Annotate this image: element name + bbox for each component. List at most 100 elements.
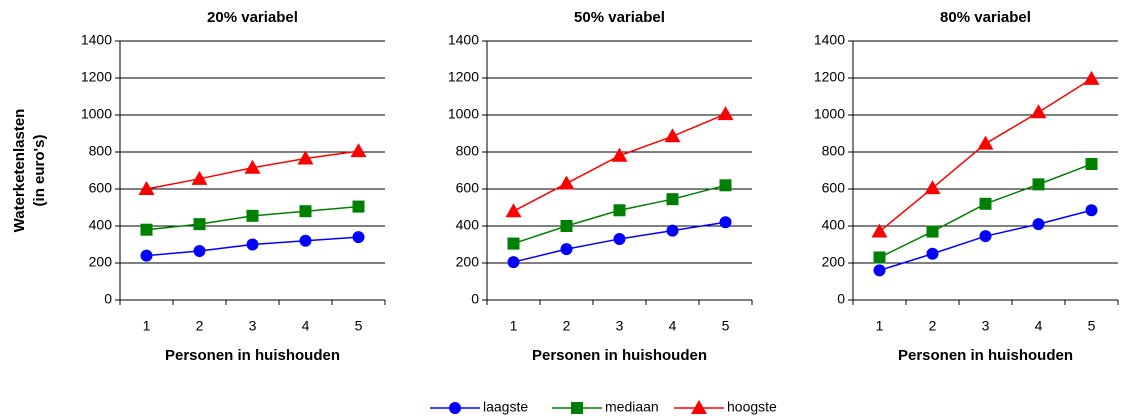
- x-tick-label: 3: [982, 318, 990, 334]
- data-point: [666, 193, 679, 206]
- legend-marker: [571, 402, 583, 414]
- y-axis-label: (in euro's): [31, 135, 48, 207]
- x-tick-label: 1: [876, 318, 884, 334]
- x-axis-label: Personen in huishouden: [898, 347, 1073, 364]
- data-point: [926, 247, 939, 260]
- data-point: [140, 249, 153, 262]
- data-point: [613, 232, 626, 245]
- y-tick-label: 1000: [814, 106, 845, 122]
- x-axis-label: Personen in huishouden: [165, 347, 340, 364]
- x-tick-label: 4: [669, 318, 677, 334]
- legend-marker: [449, 402, 461, 414]
- x-tick-label: 5: [1088, 318, 1096, 334]
- data-point: [873, 264, 886, 277]
- data-point: [352, 200, 365, 213]
- data-point: [979, 197, 992, 210]
- legend-label: laagste: [483, 399, 528, 415]
- data-point: [1085, 158, 1098, 171]
- data-point: [244, 159, 261, 174]
- y-tick-label: 0: [104, 291, 112, 307]
- data-point: [1085, 204, 1098, 217]
- data-point: [719, 179, 732, 192]
- data-point: [666, 224, 679, 237]
- y-tick-label: 1400: [81, 32, 112, 48]
- data-point: [140, 223, 153, 236]
- y-tick-label: 600: [822, 180, 846, 196]
- data-point: [717, 106, 734, 121]
- y-tick-label: 400: [456, 217, 480, 233]
- x-tick-label: 4: [302, 318, 310, 334]
- x-tick-label: 5: [355, 318, 363, 334]
- data-point: [979, 230, 992, 243]
- data-point: [193, 244, 206, 257]
- chart-title: 20% variabel: [207, 9, 298, 26]
- y-tick-label: 600: [456, 180, 480, 196]
- chart-title: 80% variabel: [940, 9, 1031, 26]
- y-tick-label: 0: [471, 291, 479, 307]
- series-line: [513, 113, 726, 212]
- x-tick-label: 2: [196, 318, 204, 334]
- y-tick-label: 1200: [448, 69, 479, 85]
- data-point: [613, 204, 626, 217]
- data-point: [1032, 218, 1045, 231]
- y-tick-label: 1400: [448, 32, 479, 48]
- y-tick-label: 800: [456, 143, 480, 159]
- data-point: [138, 181, 155, 195]
- x-tick-label: 2: [563, 318, 571, 334]
- y-tick-label: 1200: [81, 69, 112, 85]
- legend-label: hoogste: [727, 399, 777, 415]
- data-point: [191, 170, 208, 185]
- legend-marker: [691, 400, 707, 414]
- data-point: [560, 220, 573, 232]
- y-tick-label: 200: [822, 254, 846, 270]
- data-point: [297, 150, 314, 165]
- data-point: [873, 251, 886, 264]
- data-point: [299, 234, 312, 247]
- data-point: [350, 143, 367, 158]
- y-tick-label: 200: [456, 254, 480, 270]
- y-tick-label: 0: [837, 291, 845, 307]
- data-point: [924, 180, 941, 195]
- data-point: [664, 128, 681, 143]
- y-tick-label: 800: [89, 143, 113, 159]
- y-tick-label: 400: [822, 217, 846, 233]
- y-tick-label: 1200: [814, 69, 845, 85]
- x-tick-label: 5: [722, 318, 730, 334]
- data-point: [871, 223, 888, 238]
- x-tick-label: 2: [929, 318, 937, 334]
- x-tick-label: 3: [249, 318, 257, 334]
- x-tick-label: 1: [143, 318, 151, 334]
- y-axis-label: Waterketenlasten: [11, 109, 28, 233]
- x-tick-label: 4: [1035, 318, 1043, 334]
- y-tick-label: 1000: [448, 106, 479, 122]
- legend-label: mediaan: [605, 399, 659, 415]
- y-tick-label: 1400: [814, 32, 845, 48]
- y-tick-label: 800: [822, 143, 846, 159]
- data-point: [352, 231, 365, 244]
- chart-title: 50% variabel: [574, 9, 665, 26]
- data-point: [719, 216, 732, 229]
- data-point: [558, 175, 575, 190]
- series-line: [879, 163, 1092, 259]
- x-tick-label: 1: [510, 318, 518, 334]
- y-tick-label: 1000: [81, 106, 112, 122]
- data-point: [1083, 70, 1100, 85]
- x-tick-label: 3: [616, 318, 624, 334]
- data-point: [926, 225, 939, 238]
- data-point: [193, 218, 206, 231]
- data-point: [507, 256, 520, 269]
- y-tick-label: 200: [89, 254, 113, 270]
- data-point: [977, 135, 994, 150]
- data-point: [246, 209, 259, 222]
- data-point: [560, 243, 573, 256]
- data-point: [299, 205, 312, 218]
- data-point: [1030, 104, 1047, 119]
- data-point: [246, 238, 259, 251]
- x-axis-label: Personen in huishouden: [532, 347, 707, 364]
- data-point: [1032, 178, 1045, 191]
- data-point: [507, 237, 520, 250]
- y-tick-label: 600: [89, 180, 113, 196]
- y-tick-label: 400: [89, 217, 113, 233]
- data-point: [611, 147, 628, 162]
